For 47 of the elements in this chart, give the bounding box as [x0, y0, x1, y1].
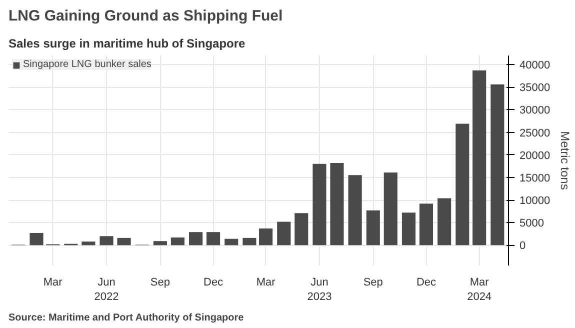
y-tick-label: 25000 [520, 127, 550, 140]
source-note: Source: Maritime and Port Authority of Singapore [8, 312, 244, 324]
bar [259, 228, 273, 246]
bar [490, 84, 504, 246]
bar [402, 212, 416, 246]
bar [384, 172, 398, 246]
bar [294, 213, 308, 246]
legend-label: Singapore LNG bunker sales [23, 59, 152, 70]
y-tick-label: 15000 [520, 172, 550, 184]
x-tick-label: Dec [204, 276, 224, 288]
bar [170, 238, 184, 246]
y-tick-label: 40000 [520, 60, 550, 72]
y-tick-label: 35000 [520, 82, 550, 94]
y-tick-label: 30000 [520, 104, 550, 117]
x-tick-label: Mar 2024 [467, 276, 492, 303]
bar [224, 238, 238, 246]
bar [438, 198, 452, 246]
chart-subtitle: Sales surge in maritime hub of Singapore [8, 36, 246, 50]
bar [419, 204, 434, 246]
bar [242, 238, 256, 246]
bar [330, 162, 344, 246]
y-tick-label: 0 [520, 240, 526, 252]
y-axis-title: Metric tons [558, 131, 572, 190]
bar [153, 241, 167, 246]
x-tick-label: Jun 2022 [94, 276, 119, 303]
x-tick-label: Dec [416, 276, 437, 288]
bar [206, 232, 220, 246]
bar [472, 70, 486, 246]
x-tick-label: Mar [256, 276, 276, 288]
bar [82, 242, 96, 246]
bar [366, 210, 380, 246]
x-tick-label: Sep [363, 276, 383, 288]
bar [189, 232, 203, 246]
chart-title: LNG Gaining Ground as Shipping Fuel [8, 8, 283, 24]
bar [117, 238, 131, 246]
y-tick-label: 5000 [520, 218, 544, 230]
bar [312, 164, 326, 246]
bar [348, 175, 362, 246]
y-tick-label: 10000 [520, 195, 550, 208]
bar [100, 236, 114, 246]
y-tick-label: 20000 [520, 150, 550, 162]
x-tick-label: Sep [150, 276, 170, 288]
bar [30, 232, 44, 246]
x-tick-label: Mar [43, 276, 63, 288]
bar [277, 222, 291, 246]
x-tick-label: Jun 2023 [307, 276, 332, 303]
bar [456, 124, 470, 246]
